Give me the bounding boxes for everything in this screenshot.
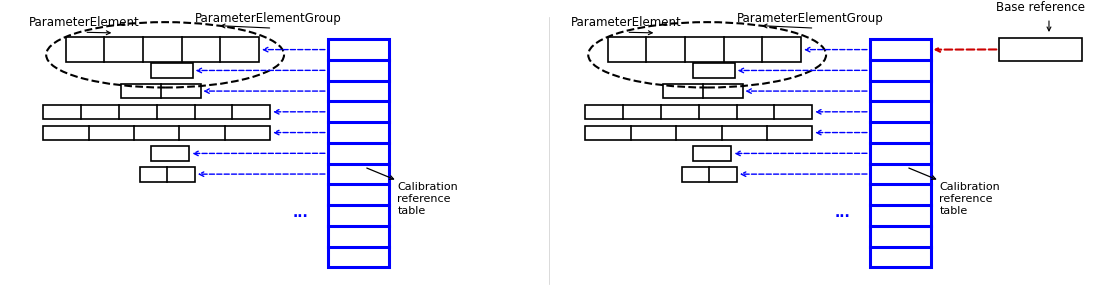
Text: ParameterElementGroup: ParameterElementGroup [737,12,884,25]
Bar [586,126,812,139]
Text: ParameterElement: ParameterElement [571,16,682,29]
Bar [328,39,388,267]
Bar [608,37,801,62]
Bar [999,38,1082,61]
Bar [693,63,735,78]
Bar [65,37,260,62]
Text: Base reference: Base reference [996,1,1086,14]
Bar [693,146,732,161]
Bar [663,84,743,98]
Text: ParameterElementGroup: ParameterElementGroup [195,12,342,25]
Bar [869,39,930,267]
Bar [121,84,201,98]
Text: ParameterElement: ParameterElement [29,16,140,29]
Bar [43,126,271,139]
Text: Calibration
reference
table: Calibration reference table [939,182,1000,216]
Bar [43,105,271,119]
Bar [151,146,190,161]
Text: Calibration
reference
table: Calibration reference table [397,182,458,216]
Text: ...: ... [292,206,308,220]
Bar [140,166,195,182]
Bar [151,63,193,78]
Bar [682,166,737,182]
Bar [586,105,812,119]
Text: ...: ... [834,206,849,220]
